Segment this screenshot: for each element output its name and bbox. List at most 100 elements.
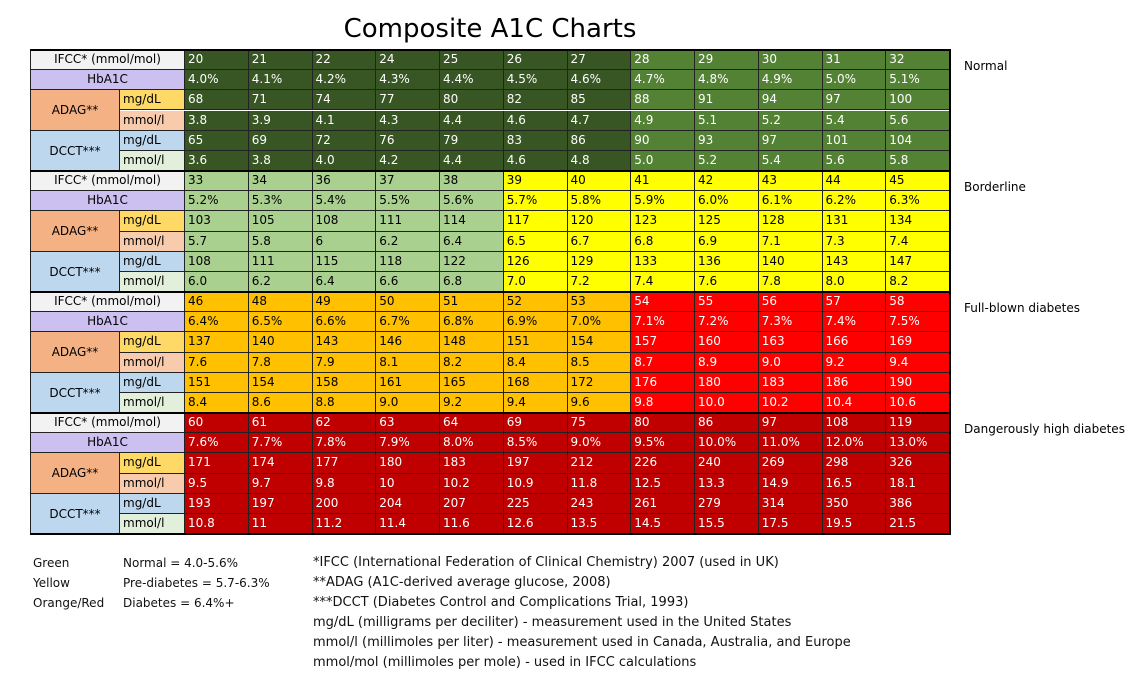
cell: 105 — [248, 211, 313, 232]
cell: 197 — [503, 453, 568, 474]
cell: 4.7 — [567, 110, 632, 131]
cell: 5.6 — [822, 150, 887, 171]
cell: 4.1% — [248, 70, 313, 91]
unit-label: mmol/l — [120, 231, 185, 252]
cell: 326 — [886, 453, 950, 474]
cell: 62 — [312, 413, 377, 434]
cell: 180 — [695, 372, 759, 393]
cell: 29 — [695, 50, 759, 71]
cell: 7.0 — [503, 271, 568, 293]
cell: 40 — [567, 171, 632, 192]
cell: 93 — [695, 130, 759, 151]
cell: 3.8 — [185, 110, 249, 131]
cell: 21.5 — [886, 513, 950, 535]
cell: 14.5 — [631, 513, 695, 535]
cell: 11.6 — [440, 513, 504, 535]
cell: 7.6 — [695, 271, 759, 293]
cell: 9.6 — [567, 392, 632, 414]
cell: 11.2 — [312, 513, 377, 535]
cell: 128 — [758, 211, 823, 232]
cell: 7.8 — [758, 271, 823, 293]
cell: 172 — [567, 372, 632, 393]
cell: 10.2 — [758, 392, 823, 414]
cell: 166 — [822, 332, 887, 353]
unit-label: mmol/l — [120, 352, 185, 373]
cell: 122 — [440, 251, 504, 272]
cell: 3.9 — [248, 110, 313, 131]
cell: 111 — [248, 251, 313, 272]
group-label: ADAG** — [30, 332, 120, 373]
cell: 151 — [503, 332, 568, 353]
cell: 20 — [185, 50, 249, 71]
row-label: IFCC* (mmol/mol) — [30, 171, 185, 192]
unit-label: mg/dL — [120, 493, 185, 514]
cell: 148 — [440, 332, 504, 353]
title: Composite A1C Charts — [343, 14, 637, 44]
cell: 10.4 — [822, 392, 887, 414]
cell: 17.5 — [758, 513, 823, 535]
cell: 8.0% — [440, 433, 504, 454]
cell: 125 — [695, 211, 759, 232]
cell: 115 — [312, 251, 377, 272]
cell: 72 — [312, 130, 377, 151]
cell: 160 — [695, 332, 759, 353]
cell: 12.5 — [631, 473, 695, 494]
cell: 65 — [185, 130, 249, 151]
cell: 7.0% — [567, 312, 632, 333]
group-label: DCCT*** — [30, 493, 120, 535]
row-label: HbA1C — [30, 433, 185, 454]
block-border — [30, 533, 951, 536]
cell: 4.8 — [567, 150, 632, 171]
cell: 298 — [822, 453, 887, 474]
group-label: DCCT*** — [30, 251, 120, 293]
cell: 8.1 — [376, 352, 440, 373]
cell: 225 — [503, 493, 568, 514]
cell: 85 — [567, 90, 632, 111]
cell: 226 — [631, 453, 695, 474]
cell: 69 — [248, 130, 313, 151]
block-border — [30, 412, 951, 415]
cell: 41 — [631, 171, 695, 192]
unit-label: mg/dL — [120, 211, 185, 232]
cell: 9.8 — [312, 473, 377, 494]
cell: 94 — [758, 90, 823, 111]
cell: 183 — [440, 453, 504, 474]
cell: 119 — [886, 413, 950, 434]
cell: 6.8 — [440, 271, 504, 293]
cell: 42 — [695, 171, 759, 192]
cell: 6.4 — [440, 231, 504, 252]
cell: 22 — [312, 50, 377, 71]
row-label: HbA1C — [30, 191, 185, 212]
cell: 9.5% — [631, 433, 695, 454]
cell: 4.6 — [503, 150, 568, 171]
cell: 8.2 — [886, 271, 950, 293]
block-border — [30, 291, 951, 294]
unit-label: mmol/l — [120, 392, 185, 414]
cell: 7.3 — [822, 231, 887, 252]
unit-label: mmol/l — [120, 473, 185, 494]
cell: 71 — [248, 90, 313, 111]
unit-label: mg/dL — [120, 332, 185, 353]
legend-color: Yellow — [33, 576, 70, 590]
cell: 269 — [758, 453, 823, 474]
cell: 6.5% — [248, 312, 313, 333]
cell: 8.4 — [503, 352, 568, 373]
cell: 5.7 — [185, 231, 249, 252]
cell: 101 — [822, 130, 887, 151]
cell: 6.4 — [312, 271, 377, 293]
cell: 4.3 — [376, 110, 440, 131]
block-label: Full-blown diabetes — [964, 301, 1081, 316]
cell: 6.2% — [822, 191, 887, 212]
cell: 61 — [248, 413, 313, 434]
unit-label: mg/dL — [120, 453, 185, 474]
cell: 6.2 — [376, 231, 440, 252]
cell: 4.7% — [631, 70, 695, 91]
cell: 9.5 — [185, 473, 249, 494]
cell: 204 — [376, 493, 440, 514]
cell: 10.0% — [695, 433, 759, 454]
cell: 12.6 — [503, 513, 568, 535]
cell: 55 — [695, 292, 759, 313]
cell: 8.2 — [440, 352, 504, 373]
cell: 108 — [185, 251, 249, 272]
